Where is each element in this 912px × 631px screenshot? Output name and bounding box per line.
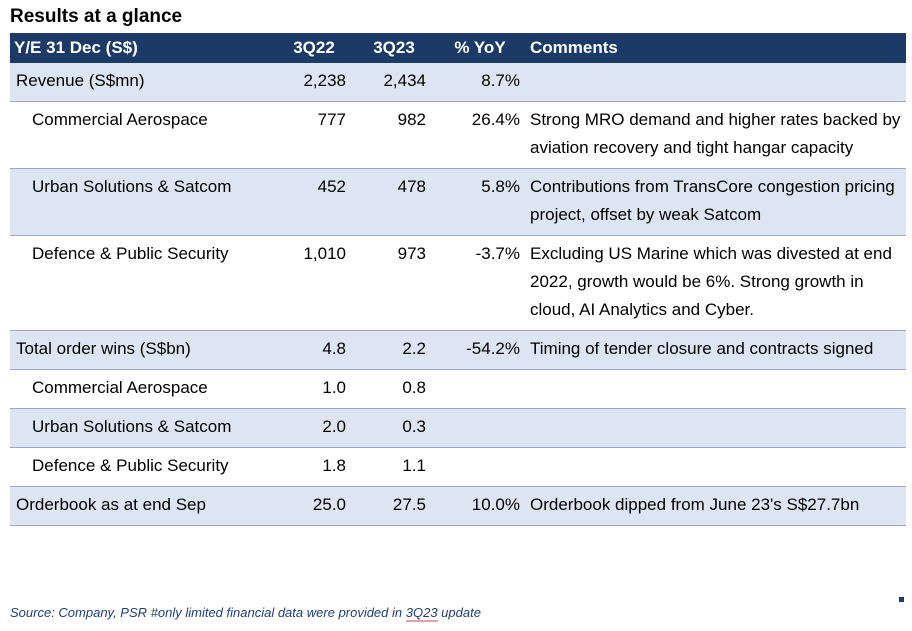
table-row: Urban Solutions & Satcom 2.0 0.3 [10,408,906,448]
table-row: Commercial Aerospace 777 982 26.4% Stron… [10,101,906,169]
cell-yoy: 10.0% [434,486,526,526]
cell-3q22: 25.0 [274,486,354,526]
cell-yoy: 26.4% [434,101,526,169]
cell-3q23: 478 [354,168,434,236]
cell-3q22: 1.8 [274,447,354,487]
header-3q23: 3Q23 [373,38,415,57]
cell-comment: Excluding US Marine which was divested a… [526,235,906,331]
cell-comment [526,63,906,102]
row-label: Defence & Public Security [10,235,274,331]
cell-comment [526,369,906,409]
cell-3q22: 2,238 [274,63,354,102]
source-highlight: 3Q23 [405,605,438,622]
cell-3q23: 27.5 [354,486,434,526]
header-period: Y/E 31 Dec (S$) [14,38,138,57]
source-suffix: update [437,605,481,620]
cell-3q22: 4.8 [274,330,354,370]
row-label: Total order wins (S$bn) [10,330,274,370]
row-label: Urban Solutions & Satcom [10,168,274,236]
row-label: Defence & Public Security [10,447,274,487]
resize-handle [899,597,904,602]
cell-comment [526,408,906,448]
cell-3q23: 973 [354,235,434,331]
cell-3q22: 777 [274,101,354,169]
cell-yoy [434,408,526,448]
row-label: Revenue (S$mn) [10,63,274,102]
cell-3q23: 0.3 [354,408,434,448]
table-row: Revenue (S$mn) 2,238 2,434 8.7% [10,63,906,102]
table-row: Urban Solutions & Satcom 452 478 5.8% Co… [10,168,906,236]
table-row: Defence & Public Security 1,010 973 -3.7… [10,235,906,331]
header-3q22: 3Q22 [293,38,335,57]
table-row: Total order wins (S$bn) 4.8 2.2 -54.2% T… [10,330,906,370]
cell-yoy: -54.2% [434,330,526,370]
row-label: Orderbook as at end Sep [10,486,274,526]
row-label: Urban Solutions & Satcom [10,408,274,448]
cell-comment [526,447,906,487]
cell-3q23: 2,434 [354,63,434,102]
header-comments: Comments [530,38,618,57]
results-table: Y/E 31 Dec (S$) 3Q22 3Q23 % YoY Comments… [10,33,906,526]
cell-3q22: 1.0 [274,369,354,409]
cell-comment: Timing of tender closure and contracts s… [526,330,906,370]
table-row: Defence & Public Security 1.8 1.1 [10,447,906,487]
source-prefix: Source: Company, PSR #only limited finan… [10,605,406,620]
cell-yoy [434,447,526,487]
cell-3q23: 982 [354,101,434,169]
cell-yoy: -3.7% [434,235,526,331]
cell-3q22: 2.0 [274,408,354,448]
cell-comment: Strong MRO demand and higher rates backe… [526,101,906,169]
table-header-row: Y/E 31 Dec (S$) 3Q22 3Q23 % YoY Comments [10,33,906,63]
cell-3q22: 452 [274,168,354,236]
header-yoy: % YoY [454,38,506,57]
cell-yoy: 8.7% [434,63,526,102]
cell-3q22: 1,010 [274,235,354,331]
page-title: Results at a glance [10,6,183,27]
cell-3q23: 1.1 [354,447,434,487]
cell-3q23: 0.8 [354,369,434,409]
cell-comment: Orderbook dipped from June 23's S$27.7bn [526,486,906,526]
row-label: Commercial Aerospace [10,101,274,169]
source-note: Source: Company, PSR #only limited finan… [10,605,481,622]
row-label: Commercial Aerospace [10,369,274,409]
cell-yoy: 5.8% [434,168,526,236]
table-row: Orderbook as at end Sep 25.0 27.5 10.0% … [10,486,906,526]
table-row: Commercial Aerospace 1.0 0.8 [10,369,906,409]
cell-comment: Contributions from TransCore congestion … [526,168,906,236]
cell-3q23: 2.2 [354,330,434,370]
cell-yoy [434,369,526,409]
